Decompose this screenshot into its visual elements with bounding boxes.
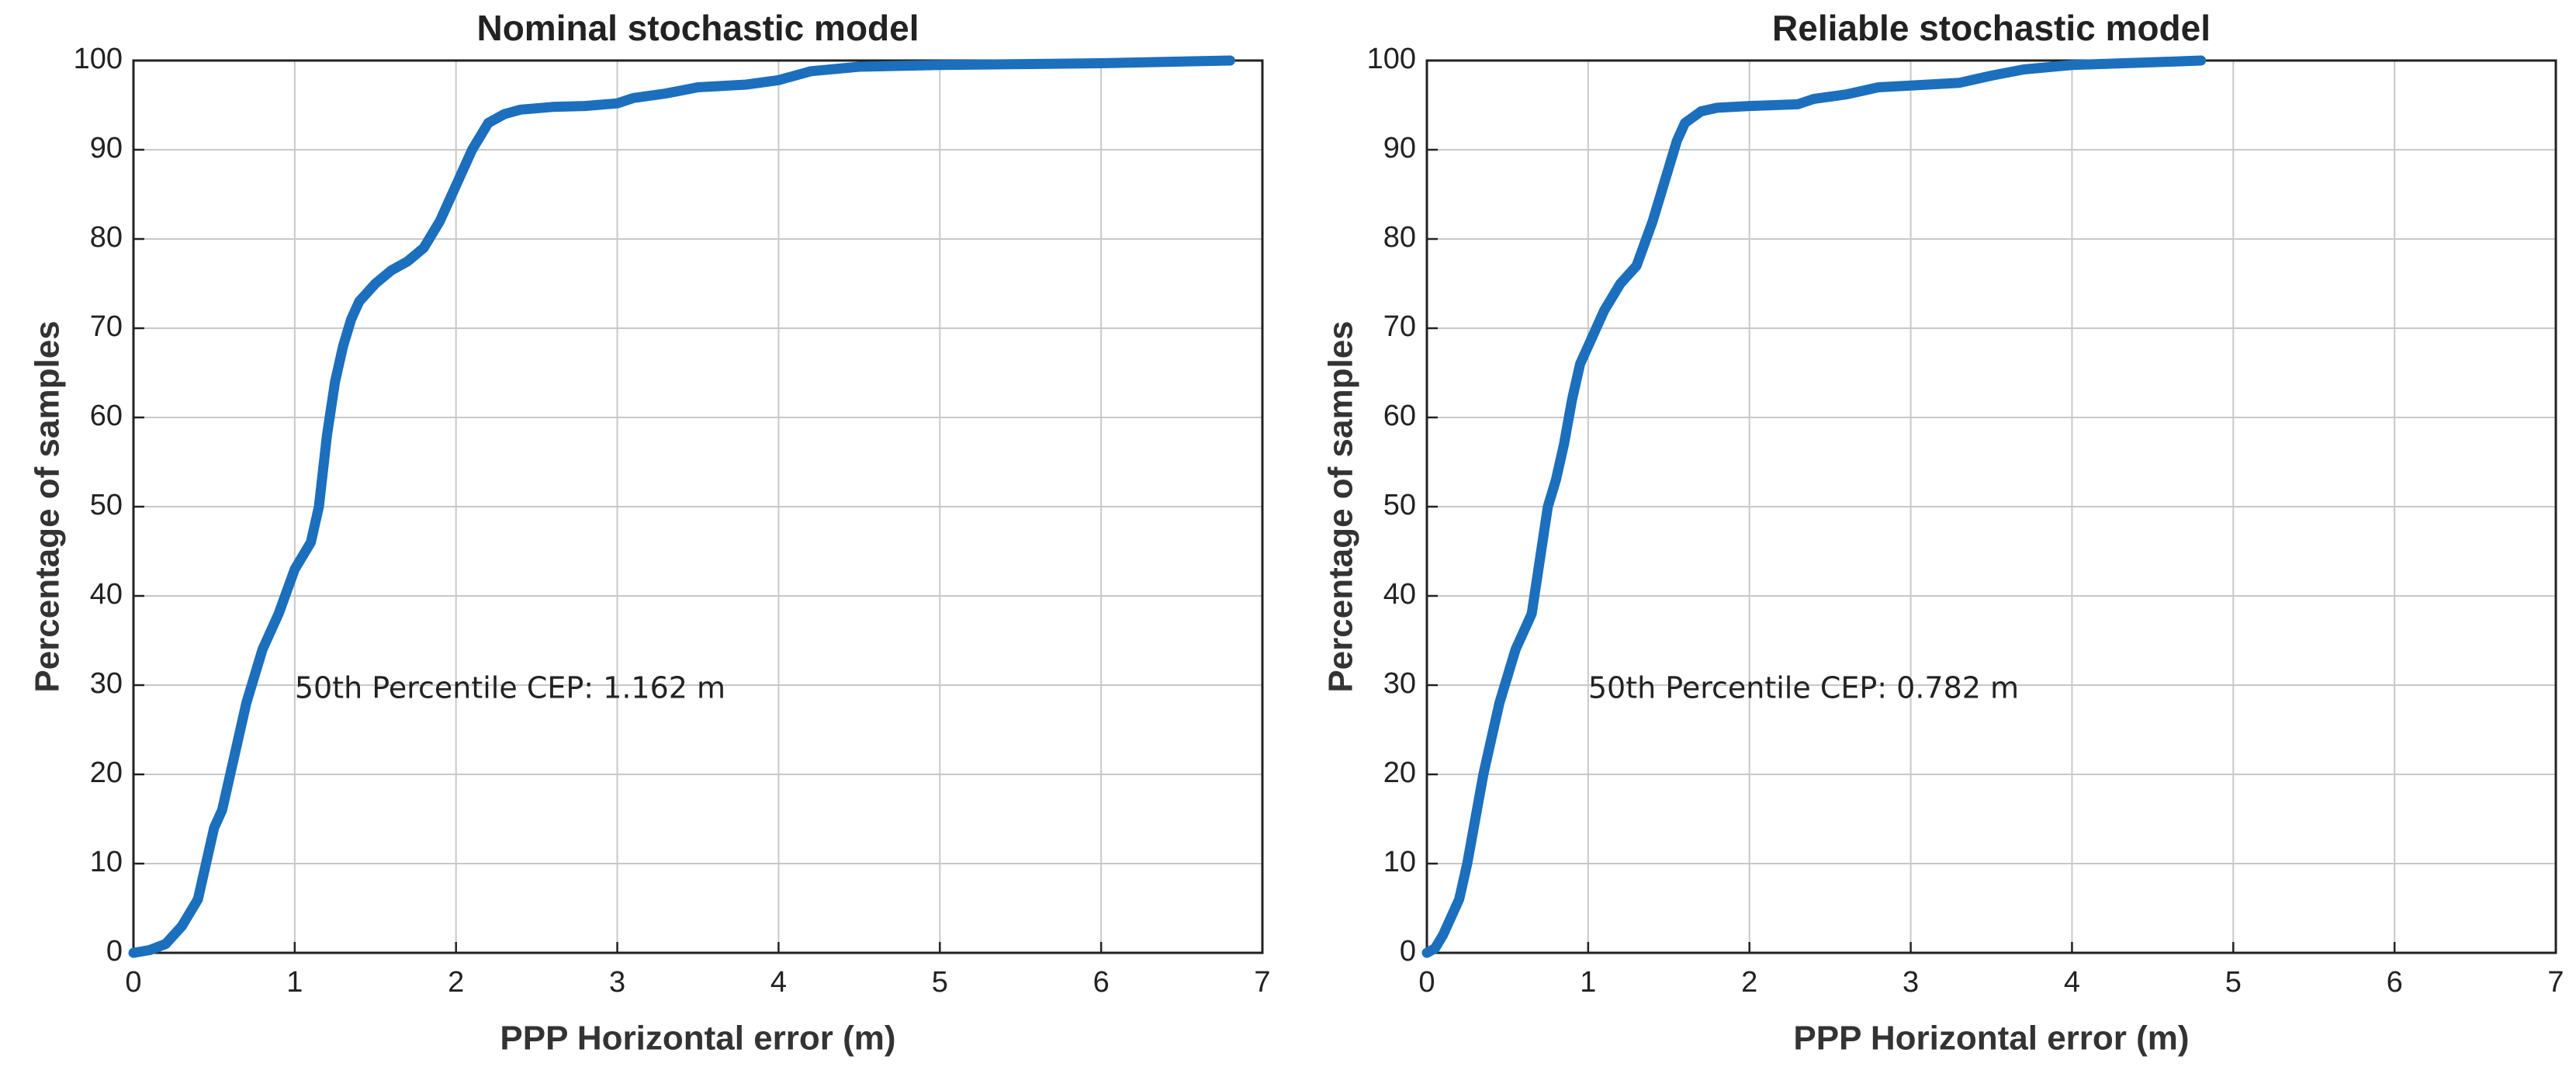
x-tick-label: 2 <box>1741 966 1757 999</box>
y-tick-label: 90 <box>1383 132 1416 164</box>
annotation: 50th Percentile CEP: 1.162 m <box>295 670 725 705</box>
y-tick-label: 100 <box>74 43 123 75</box>
y-tick-label: 30 <box>1383 667 1416 700</box>
x-axis-label: PPP Horizontal error (m) <box>1793 1020 2189 1058</box>
y-tick-label: 70 <box>90 310 123 343</box>
x-tick-label: 7 <box>2547 966 2564 999</box>
y-tick-label: 20 <box>90 757 123 789</box>
y-tick-label: 30 <box>90 667 123 700</box>
y-tick-label: 100 <box>1367 43 1416 75</box>
y-tick-label: 40 <box>90 578 123 611</box>
x-tick-label: 3 <box>1903 966 1919 999</box>
chart-title: Nominal stochastic model <box>476 8 919 48</box>
x-axis-label: PPP Horizontal error (m) <box>500 1020 895 1058</box>
y-tick-label: 60 <box>90 400 123 432</box>
x-tick-label: 1 <box>1580 966 1596 999</box>
x-tick-label: 4 <box>2064 966 2080 999</box>
y-tick-label: 10 <box>90 846 123 878</box>
x-tick-label: 7 <box>1254 966 1270 999</box>
annotation: 50th Percentile CEP: 0.782 m <box>1588 670 2019 705</box>
y-tick-label: 60 <box>1383 400 1416 432</box>
axes-box <box>1425 59 2557 954</box>
chart-title: Reliable stochastic model <box>1772 8 2211 48</box>
x-tick-label: 3 <box>609 966 625 999</box>
x-tick-label: 0 <box>1418 966 1435 999</box>
y-tick-label: 40 <box>1383 578 1416 611</box>
data-line <box>128 55 1235 958</box>
y-axis-label: Percentage of samples <box>29 320 67 692</box>
y-tick-label: 50 <box>1383 489 1416 521</box>
y-tick-label: 80 <box>90 221 123 254</box>
y-tick-label: 0 <box>1400 935 1416 968</box>
y-tick-label: 70 <box>1383 310 1416 343</box>
data-line <box>1421 55 2207 958</box>
y-tick-label: 10 <box>1383 846 1416 878</box>
x-tick-label: 6 <box>2387 966 2403 999</box>
x-tick-label: 4 <box>770 966 787 999</box>
y-tick-label: 80 <box>1383 221 1416 254</box>
y-tick-label: 90 <box>90 132 123 164</box>
axes-box <box>132 59 1264 954</box>
x-tick-label: 5 <box>932 966 948 999</box>
x-tick-label: 5 <box>2225 966 2242 999</box>
y-tick-label: 0 <box>106 935 123 968</box>
y-tick-label: 50 <box>90 489 123 521</box>
y-tick-label: 20 <box>1383 757 1416 789</box>
x-tick-label: 2 <box>448 966 464 999</box>
x-tick-label: 0 <box>125 966 141 999</box>
x-tick-label: 6 <box>1093 966 1110 999</box>
x-tick-label: 1 <box>286 966 303 999</box>
y-axis-label: Percentage of samples <box>1322 320 1360 692</box>
